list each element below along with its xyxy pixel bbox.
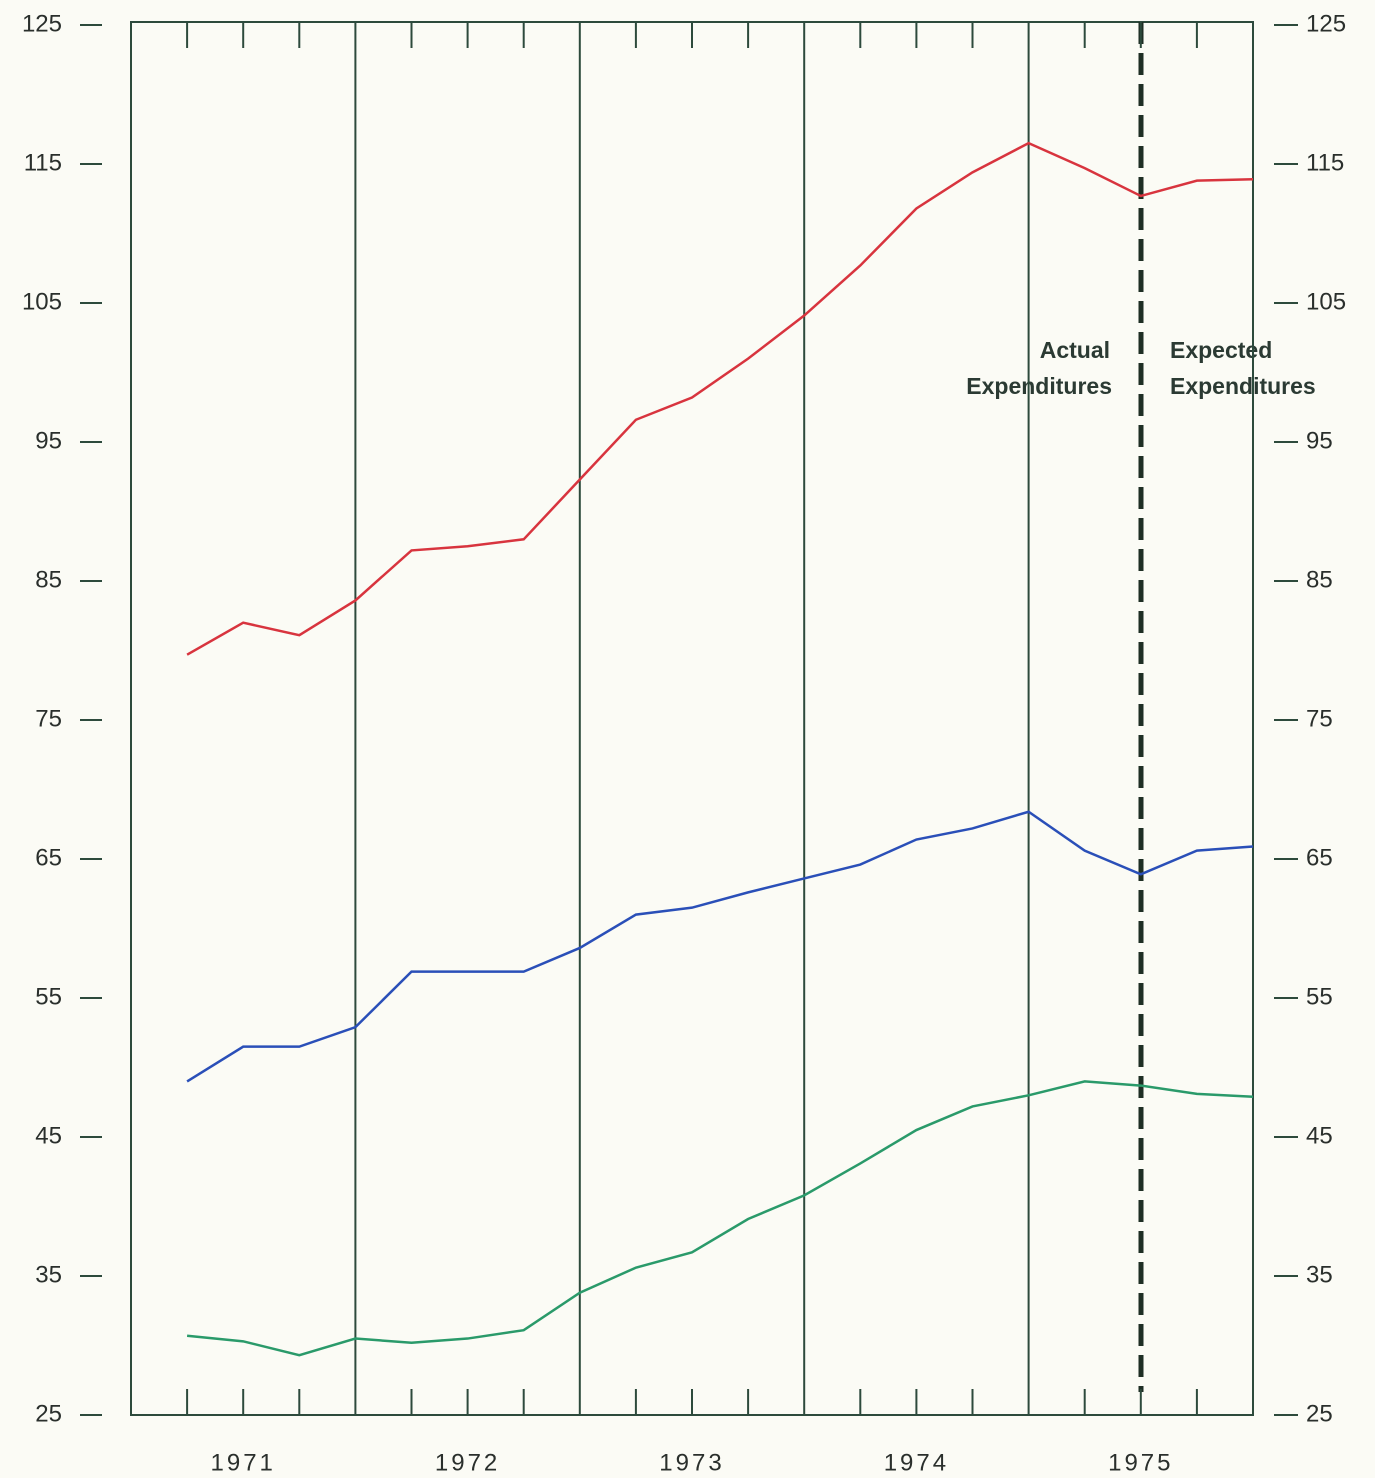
- y2-tick-label: 55: [1306, 983, 1333, 1010]
- y2-tick-label: 95: [1306, 427, 1333, 454]
- annotation: Expected: [1170, 337, 1272, 363]
- series-line: [186, 810, 1254, 1083]
- y-tick-label: 25: [35, 1400, 62, 1427]
- y-tick-label: 55: [35, 983, 62, 1010]
- y-tick-label: 75: [35, 705, 62, 732]
- annotation: Expenditures: [966, 373, 1112, 399]
- annotation: Expenditures: [1170, 373, 1316, 399]
- y-tick-label: 45: [35, 1122, 62, 1149]
- y2-tick-label: 35: [1306, 1261, 1333, 1288]
- x-tick-label: 1974: [884, 1449, 949, 1476]
- x-tick-label: 1971: [211, 1449, 276, 1476]
- y2-tick-label: 75: [1306, 705, 1333, 732]
- series-line: [186, 141, 1254, 656]
- y2-tick-label: 105: [1306, 288, 1346, 315]
- y-tick-label: 115: [24, 149, 62, 176]
- y2-tick-label: 115: [1306, 149, 1344, 176]
- y-tick-label: 65: [35, 844, 62, 871]
- x-tick-label: 1972: [435, 1449, 500, 1476]
- x-tick-label: 1975: [1108, 1449, 1173, 1476]
- y2-tick-label: 85: [1306, 566, 1333, 593]
- plot-frame: [130, 21, 1254, 1416]
- y2-tick-label: 125: [1306, 10, 1346, 37]
- y-tick-label: 125: [22, 10, 62, 37]
- x-tick-label: 1973: [659, 1449, 724, 1476]
- y2-tick-label: 45: [1306, 1122, 1333, 1149]
- y-tick-label: 85: [35, 566, 62, 593]
- series-line: [186, 1080, 1254, 1357]
- y2-tick-label: 25: [1306, 1400, 1333, 1427]
- annotation: Actual: [1040, 337, 1110, 363]
- y-tick-label: 35: [35, 1261, 62, 1288]
- y-tick-label: 95: [35, 427, 62, 454]
- y-tick-label: 105: [22, 288, 62, 315]
- y2-tick-label: 65: [1306, 844, 1333, 871]
